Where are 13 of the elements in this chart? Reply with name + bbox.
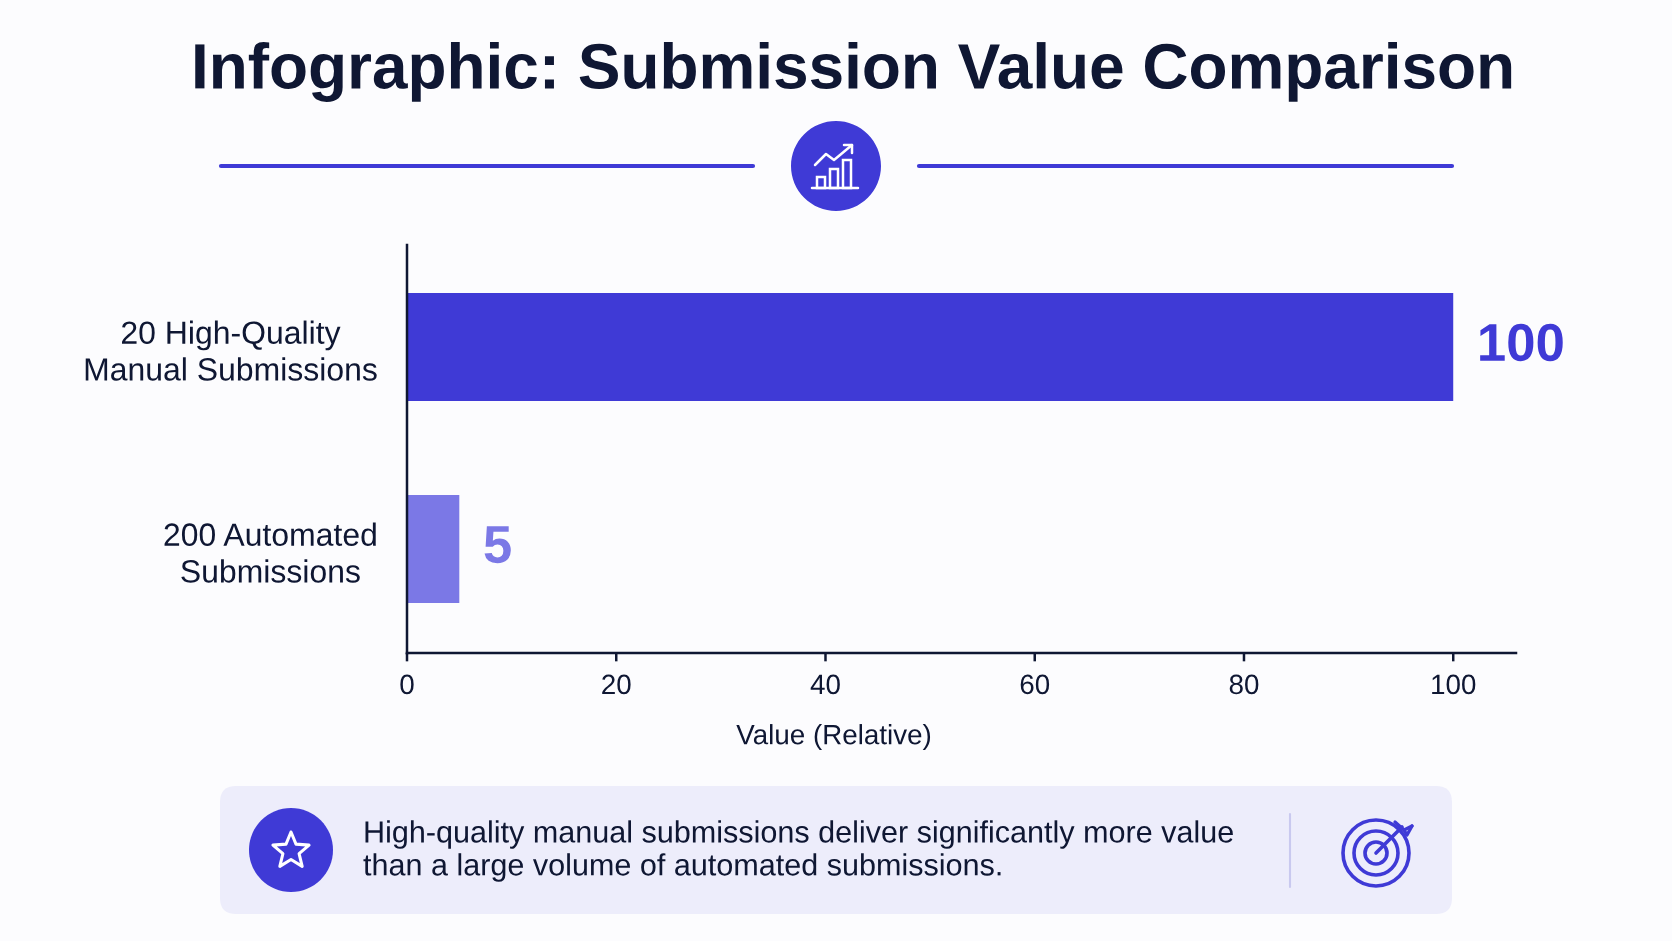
y-tick-label: 200 Automated Submissions bbox=[164, 522, 376, 583]
text: High-quality manual submissions deliver significantly more value than a large volume of automated submissions. bbox=[363, 820, 1233, 882]
chart-title: Infographic: Submission Value Comparison bbox=[195, 42, 1512, 102]
data-label: 100 bbox=[1480, 323, 1563, 362]
x-tick-label: 100 bbox=[1432, 674, 1476, 695]
x-tick-label: 0 bbox=[400, 674, 414, 695]
x-tick-label: 80 bbox=[1229, 674, 1259, 695]
x-tick-label: 20 bbox=[602, 674, 631, 695]
x-axis-title: Value (Relative) bbox=[736, 724, 931, 750]
y-tick-label: 20 High-Quality Manual Submissions bbox=[85, 320, 377, 381]
x-tick-label: 40 bbox=[810, 674, 840, 695]
x-tick-label: 60 bbox=[1020, 674, 1050, 695]
data-label: 5 bbox=[484, 526, 511, 564]
